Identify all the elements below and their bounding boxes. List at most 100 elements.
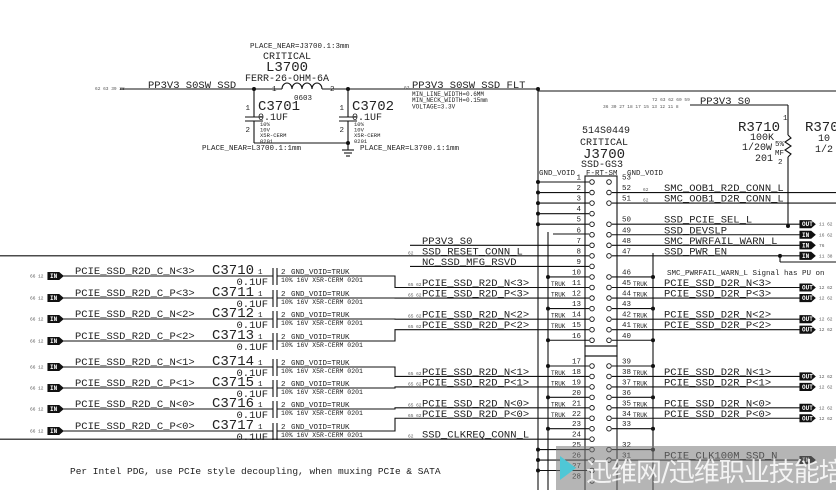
left-net-label: PCIE_SSD_R2D_N<2> <box>422 310 529 322</box>
pin-number: 34 <box>622 411 632 419</box>
output-port-flag[interactable] <box>799 382 816 391</box>
input-port-flag-text: IN <box>50 295 58 302</box>
net-ref: 65 62 <box>408 413 422 419</box>
cap-pin2: 2 <box>245 127 250 135</box>
cap-ref: C3701 <box>258 99 300 115</box>
port-refs: 66 12 <box>30 296 44 302</box>
ac-net-label: PCIE_SSD_R2D_C_P<1> <box>75 378 195 390</box>
pin-number: 43 <box>622 301 632 309</box>
right-net-label: SSD_DEVSLP <box>664 225 727 237</box>
junction-dot <box>546 364 550 368</box>
resistor-pin2: 2 <box>778 159 783 167</box>
output-port-flag[interactable] <box>799 372 816 381</box>
input-port-flag-text: IN <box>50 364 58 371</box>
left-net-label: PP3V3_S0 <box>422 236 472 248</box>
input-port-flag[interactable] <box>799 251 816 260</box>
ac-cap-pin2: 2 <box>281 381 286 389</box>
input-port-flag-text: IN <box>50 385 58 392</box>
pin-circle <box>589 295 595 301</box>
pin-circle <box>589 337 595 344</box>
port-refs: 66 12 <box>30 407 44 413</box>
pin-number: 53 <box>622 175 632 183</box>
ac-cap-pin1: 1 <box>258 381 263 389</box>
input-port-flag[interactable] <box>47 383 64 393</box>
output-port-flag[interactable] <box>799 283 816 292</box>
ac-cap-specs: 10% 16V X5R-CERM 0201 <box>281 368 363 375</box>
pin-circle <box>606 405 612 411</box>
ac-cap-specs: 10% 16V X5R-CERM 0201 <box>281 320 363 327</box>
port-refs: 12 62 <box>819 374 833 380</box>
ac-cap-ref: C3712 <box>212 306 254 322</box>
left-net-label: PCIE_SSD_R2D_N<0> <box>422 398 529 410</box>
cap-pin2: 2 <box>339 127 344 135</box>
resistor-ref: R3710 <box>738 120 780 136</box>
cap-pin1: 1 <box>339 105 344 113</box>
pin-circle <box>606 284 612 291</box>
pin-circle <box>589 231 595 238</box>
input-port-flag-text: IN <box>802 253 810 260</box>
output-port-flag[interactable] <box>799 403 816 412</box>
junction-dot <box>651 395 655 400</box>
truk-label: TRUK <box>633 313 648 320</box>
output-port-flag[interactable] <box>799 294 816 303</box>
pin-number: 38 <box>622 369 631 377</box>
output-port-flag[interactable] <box>799 315 816 324</box>
pin-number: 46 <box>622 269 632 277</box>
pin-circle <box>606 295 612 301</box>
pin-circle <box>589 415 595 422</box>
pin-number: 45 <box>622 280 632 288</box>
truk-label: TRUK <box>551 313 566 320</box>
pullup-refs: 72 63 62 60 59 <box>652 97 690 103</box>
input-port-flag[interactable] <box>47 314 64 324</box>
ac-cap-value: 0.1UF <box>236 432 268 444</box>
cap-spec: 10V <box>354 127 365 134</box>
watermark-text: 迅维网/迅维职业技能培训 <box>586 458 836 488</box>
input-port-flag[interactable] <box>47 426 64 436</box>
net-ref: 62 <box>643 187 649 193</box>
right-net-label: SMC_PWRFAIL_WARN_L <box>664 236 777 248</box>
pin-circle <box>589 189 595 196</box>
input-port-flag[interactable] <box>47 362 64 372</box>
net-ref: 65 62 <box>408 282 422 288</box>
cap-spec: 0201 <box>354 138 368 145</box>
pin-number: 2 <box>576 185 581 193</box>
pin-circle <box>589 221 595 227</box>
pin-circle <box>589 179 595 185</box>
input-port-flag[interactable] <box>47 271 64 281</box>
ac-cap-pin2: 2 <box>281 424 286 432</box>
input-port-flag[interactable] <box>47 404 64 414</box>
watermark-logo: 迅维网/迅维职业技能培训 <box>556 446 836 490</box>
resistor-spec: 201 <box>755 154 773 165</box>
footer-note: Per Intel PDG, use PCIe style decoupling… <box>70 466 441 477</box>
output-port-flag[interactable] <box>799 220 816 229</box>
truk-label: TRUK <box>633 323 648 330</box>
output-port-flag[interactable] <box>799 414 816 423</box>
input-port-flag[interactable] <box>47 293 64 303</box>
resistor-spec: 1/2 <box>815 144 833 156</box>
ac-cap-pin1: 1 <box>258 334 263 342</box>
output-net-note: VOLTAGE=3.3V <box>412 103 456 110</box>
cap-spec: X5R-CERM <box>354 132 380 139</box>
connector-key <box>584 345 618 357</box>
inductor-pin2: 2 <box>330 86 335 94</box>
cap-value: 0.1UF <box>352 113 382 124</box>
right-net-label: SMC_OOB1_D2R_CONN_L <box>664 194 784 206</box>
ac-cap-value: 0.1UF <box>236 342 268 354</box>
net-ref: 65 62 <box>408 314 422 320</box>
junction-dot <box>536 468 540 473</box>
connector-ref: J3700 <box>583 147 625 163</box>
truk-label: TRUK <box>633 292 648 299</box>
resistor-ref: R370 <box>805 120 836 136</box>
output-port-flag[interactable] <box>799 325 816 334</box>
cap-spec: 0201 <box>260 138 274 145</box>
watermark-arrow-icon <box>560 456 576 480</box>
input-port-flag[interactable] <box>799 241 816 250</box>
pin-circle <box>589 210 595 217</box>
port-refs: 66 12 <box>30 386 44 392</box>
input-port-flag[interactable] <box>799 230 816 239</box>
pin-circle <box>606 394 612 401</box>
inductor-package: 0603 <box>294 95 313 103</box>
input-port-flag[interactable] <box>47 336 64 346</box>
ac-net-label: PCIE_SSD_R2D_C_P<0> <box>75 421 195 433</box>
junction-dot <box>651 306 655 311</box>
